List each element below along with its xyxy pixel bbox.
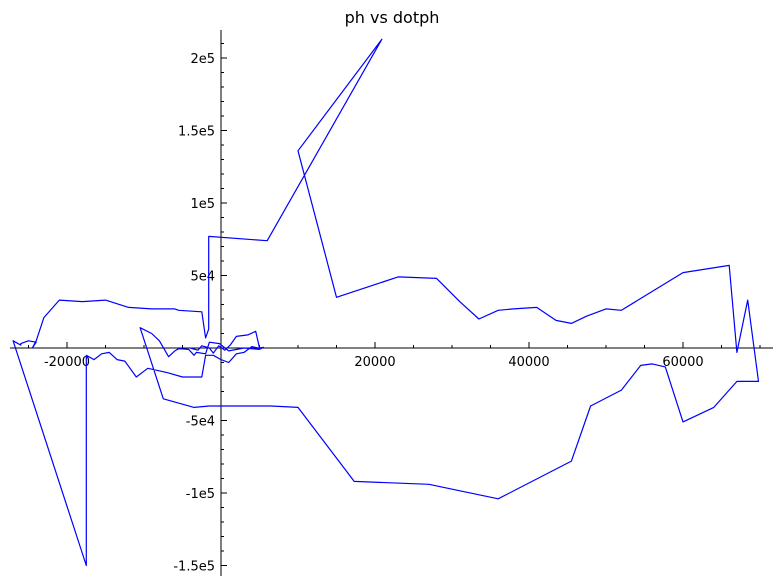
y-tick-label: 1e5 bbox=[190, 197, 215, 212]
chart-title: ph vs dotph bbox=[345, 8, 440, 27]
y-tick-label: 1.5e5 bbox=[178, 125, 215, 140]
series-group bbox=[12, 38, 760, 567]
axes bbox=[10, 30, 773, 576]
x-tick-label: 20000 bbox=[354, 355, 395, 370]
x-tick-label: -20000 bbox=[44, 355, 90, 370]
y-tick-label: -5e4 bbox=[186, 415, 215, 430]
tick-marks bbox=[28, 43, 761, 566]
x-tick-label: 60000 bbox=[662, 355, 703, 370]
tick-labels: -20000 20000 40000 60000 2e5 1.5e5 1e5 5e4 -5e4 -… bbox=[44, 52, 704, 575]
y-tick-label: -1e5 bbox=[186, 487, 215, 502]
x-tick-label: 40000 bbox=[508, 355, 549, 370]
y-tick-label: -1.5e5 bbox=[173, 560, 215, 575]
series-line-0 bbox=[12, 38, 760, 567]
y-tick-label: 5e4 bbox=[190, 270, 215, 285]
y-tick-label: 2e5 bbox=[190, 52, 215, 67]
